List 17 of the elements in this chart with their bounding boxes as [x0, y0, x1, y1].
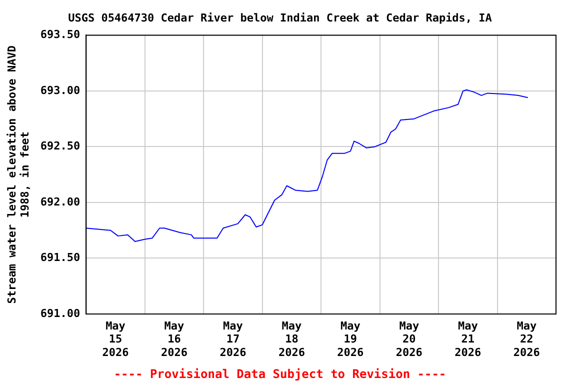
y-tick-label: 691.00 — [40, 306, 80, 320]
chart-title: USGS 05464730 Cedar River below Indian Creek at Cedar Rapids, IA — [68, 11, 492, 24]
x-tick-label: May 20 2026 — [396, 319, 423, 359]
x-tick-label: May 21 2026 — [454, 319, 482, 359]
y-tick-label: 693.50 — [40, 28, 80, 42]
x-tick-label: May 22 2026 — [513, 319, 540, 359]
x-tick-label: May 16 2026 — [160, 319, 188, 359]
x-tick-label: May 15 2026 — [102, 319, 130, 359]
x-tick-label: May 19 2026 — [337, 319, 364, 359]
y-tick-label: 692.50 — [40, 140, 80, 153]
y-tick-label: 692.00 — [40, 195, 80, 208]
y-tick-label: 691.50 — [40, 251, 80, 264]
x-tick-label: May 17 2026 — [220, 319, 247, 359]
x-tick-label: May 18 2026 — [278, 319, 306, 359]
y-axis-title: Stream water level elevation above NAVD 1988, in feet — [5, 45, 32, 304]
text: ---- Provisional Data Subject to Revision ---- — [114, 366, 446, 381]
y-tick-label: 693.00 — [40, 84, 80, 97]
